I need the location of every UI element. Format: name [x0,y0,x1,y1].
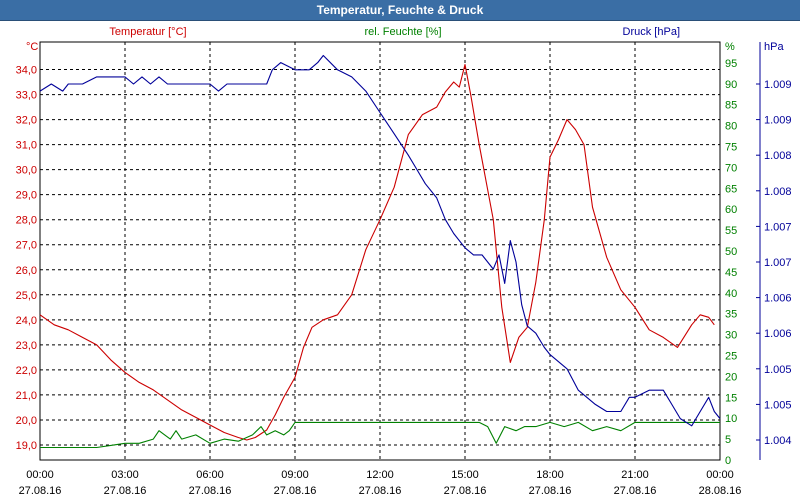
temperature-tick-label: 30,0 [16,165,37,177]
pressure-tick-label: 1.004 [764,435,792,447]
x-tick-date-label: 27.08.16 [529,485,572,497]
temperature-tick-label: 29,0 [16,190,37,202]
window-title: Temperatur, Feuchte & Druck [316,3,484,17]
humidity-tick-label: 25 [725,351,737,363]
humidity-tick-label: 60 [725,204,737,216]
pressure-tick-label: 1.009 [764,115,792,127]
temperature-axis-label: Temperatur [°C] [109,26,186,38]
humidity-tick-label: 45 [725,267,737,279]
x-tick-time-label: 09:00 [281,469,309,481]
series-line-temperature [39,63,715,441]
pressure-tick-label: 1.005 [764,364,792,376]
x-tick-date-label: 27.08.16 [274,485,317,497]
temperature-tick-label: 33,0 [16,90,37,102]
humidity-axis-label: rel. Feuchte [%] [364,26,441,38]
humidity-tick-label: 40 [725,288,737,300]
x-tick-date-label: 27.08.16 [444,485,487,497]
pressure-tick-label: 1.007 [764,257,792,269]
x-tick-date-label: 27.08.16 [189,485,232,497]
humidity-tick-label: 95 [725,58,737,70]
x-tick-time-label: 18:00 [536,469,564,481]
temperature-tick-label: 25,0 [16,290,37,302]
x-tick-date-label: 27.08.16 [614,485,657,497]
humidity-tick-label: 90 [725,79,737,91]
x-tick-time-label: 15:00 [451,469,479,481]
humidity-tick-label: 75 [725,142,737,154]
x-tick-time-label: 21:00 [621,469,649,481]
series-line-pressure [39,54,721,427]
temperature-tick-label: 34,0 [16,65,37,77]
humidity-tick-label: 55 [725,225,737,237]
humidity-tick-label: 20 [725,371,737,383]
axes-layer: 00:00 27.08.16 03:00 27.08.16 06:00 27.08.16 0… [16,42,792,497]
humidity-unit: % [725,41,735,53]
x-tick-date-label: 27.08.16 [359,485,402,497]
grid-lines [40,42,720,460]
x-tick-time-label: 00:00 [26,469,54,481]
temperature-tick-label: 28,0 [16,215,37,227]
humidity-tick-label: 35 [725,309,737,321]
temperature-unit: °C [26,41,38,53]
humidity-tick-label: 65 [725,183,737,195]
temperature-tick-label: 32,0 [16,115,37,127]
x-tick-date-label: 27.08.16 [104,485,147,497]
humidity-tick-label: 70 [725,162,737,174]
temperature-tick-label: 24,0 [16,315,37,327]
humidity-tick-label: 0 [725,455,731,467]
pressure-tick-label: 1.006 [764,328,792,340]
series-line-humidity [40,421,720,449]
humidity-tick-label: 85 [725,100,737,112]
humidity-tick-label: 10 [725,413,737,425]
series-layer [39,54,721,449]
temperature-tick-label: 26,0 [16,265,37,277]
temperature-tick-label: 21,0 [16,390,37,402]
pressure-tick-label: 1.009 [764,79,792,91]
humidity-tick-label: 50 [725,246,737,258]
x-tick-time-label: 00:00 [706,469,734,481]
pressure-axis-label: Druck [hPa] [623,26,680,38]
x-tick-time-label: 12:00 [366,469,394,481]
temperature-tick-label: 22,0 [16,365,37,377]
humidity-tick-label: 5 [725,434,731,446]
pressure-tick-label: 1.007 [764,221,792,233]
x-tick-date-label: 27.08.16 [19,485,62,497]
pressure-unit: hPa [764,41,784,53]
pressure-tick-label: 1.008 [764,150,792,162]
temperature-tick-label: 20,0 [16,415,37,427]
pressure-tick-label: 1.006 [764,293,792,305]
temperature-tick-label: 27,0 [16,240,37,252]
x-tick-time-label: 03:00 [111,469,139,481]
humidity-tick-label: 80 [725,121,737,133]
humidity-tick-label: 15 [725,392,737,404]
temperature-tick-label: 23,0 [16,340,37,352]
humidity-tick-label: 30 [725,330,737,342]
pressure-tick-label: 1.005 [764,399,792,411]
temperature-tick-label: 19,0 [16,440,37,452]
pressure-tick-label: 1.008 [764,186,792,198]
x-tick-time-label: 06:00 [196,469,224,481]
temperature-tick-label: 31,0 [16,140,37,152]
window-titlebar: Temperatur, Feuchte & Druck [0,0,800,21]
x-tick-date-label: 28.08.16 [699,485,742,497]
